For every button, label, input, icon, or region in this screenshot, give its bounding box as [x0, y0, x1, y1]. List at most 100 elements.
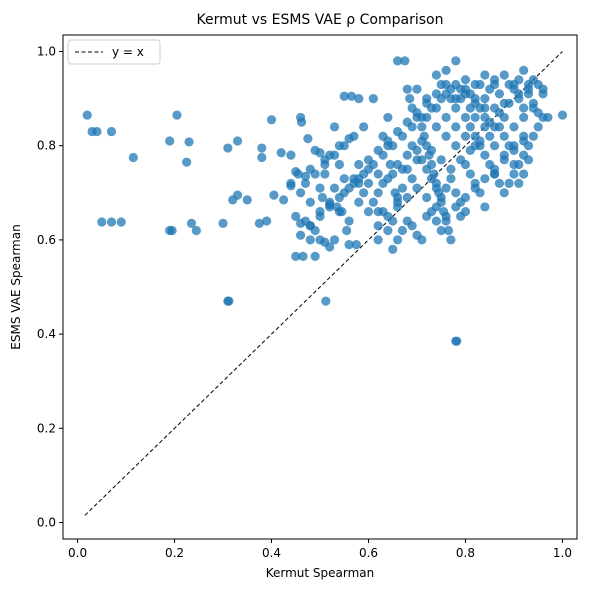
data-point	[489, 164, 500, 174]
data-point	[451, 122, 461, 132]
data-point	[431, 216, 441, 226]
data-point	[405, 93, 415, 104]
data-points-layer	[82, 56, 568, 346]
data-point	[392, 202, 403, 212]
data-point	[504, 98, 514, 108]
data-point	[329, 235, 340, 245]
x-tick-label: 0.0	[68, 546, 87, 560]
data-point	[446, 235, 456, 245]
data-point	[538, 84, 548, 94]
data-point	[363, 178, 374, 188]
data-point	[383, 112, 393, 123]
x-tick-label: 0.8	[456, 546, 475, 560]
data-point	[422, 192, 432, 203]
data-point	[456, 155, 466, 165]
data-point	[296, 188, 306, 198]
data-point	[276, 148, 286, 158]
data-point	[489, 141, 500, 151]
data-point	[494, 108, 505, 118]
data-point	[116, 217, 126, 227]
data-point	[441, 131, 451, 141]
data-point	[402, 150, 412, 160]
data-point	[441, 211, 451, 221]
data-point	[82, 110, 92, 120]
data-point	[383, 211, 393, 221]
data-point	[368, 93, 378, 104]
data-point	[451, 188, 461, 198]
data-point	[298, 251, 308, 261]
data-point	[344, 240, 354, 250]
data-point	[320, 169, 330, 179]
data-point	[296, 230, 306, 240]
data-point	[373, 145, 383, 156]
data-point	[373, 169, 383, 179]
data-point	[305, 221, 315, 231]
data-point	[417, 136, 427, 146]
data-point	[223, 143, 233, 153]
data-point	[346, 91, 357, 101]
data-point	[392, 235, 403, 245]
data-point	[402, 117, 412, 127]
data-point	[412, 183, 422, 193]
data-point	[329, 183, 340, 193]
data-point	[460, 75, 471, 85]
data-point	[254, 218, 264, 229]
data-point	[218, 218, 228, 229]
data-point	[465, 169, 475, 179]
data-point	[499, 155, 509, 165]
data-point	[92, 126, 102, 137]
data-point	[266, 115, 277, 125]
data-point	[470, 183, 480, 193]
data-point	[402, 164, 412, 174]
data-point	[543, 112, 553, 123]
data-point	[320, 159, 330, 170]
data-point	[465, 103, 475, 113]
data-point	[354, 174, 364, 184]
data-point	[310, 251, 320, 261]
data-point	[300, 178, 311, 188]
data-point	[232, 190, 243, 200]
data-point	[460, 192, 471, 203]
data-point	[480, 174, 490, 184]
data-point	[475, 103, 485, 113]
data-point	[344, 183, 354, 193]
data-point	[509, 122, 519, 132]
data-point	[400, 56, 410, 66]
data-point	[354, 159, 364, 170]
data-point	[334, 159, 344, 170]
data-point	[321, 296, 331, 306]
data-point	[128, 152, 138, 163]
data-point	[441, 79, 451, 90]
data-point	[499, 70, 509, 80]
data-point	[499, 131, 509, 141]
data-point	[509, 145, 519, 156]
data-point	[339, 141, 349, 151]
legend: y = x	[67, 39, 161, 65]
data-point	[431, 122, 441, 132]
y-tick-label: 0.2	[37, 421, 56, 435]
data-point	[257, 152, 267, 163]
plot-frame	[62, 34, 578, 540]
data-point	[349, 131, 359, 141]
data-point	[397, 183, 408, 193]
data-point	[310, 169, 320, 179]
data-point	[446, 174, 456, 184]
chart-title: Kermut vs ESMS VAE ρ Comparison	[197, 12, 444, 28]
data-point	[417, 235, 427, 245]
data-point	[412, 145, 422, 156]
data-point	[489, 79, 500, 90]
data-point	[431, 89, 441, 99]
data-point	[388, 244, 398, 254]
plot-area	[62, 34, 578, 540]
data-point	[339, 91, 349, 101]
y-tick-label: 0.6	[37, 233, 56, 247]
data-point	[519, 65, 529, 75]
data-point	[344, 216, 354, 226]
x-tick-label: 0.2	[165, 546, 184, 560]
data-point	[300, 171, 311, 181]
data-point	[519, 103, 529, 113]
data-point	[354, 197, 364, 207]
data-point	[351, 240, 361, 250]
axis-ticks: 0.0 0.2 0.4 0.6 0.8 1.0 0.0 0.2 0.4 0.6 0.8 1.0	[37, 44, 572, 560]
